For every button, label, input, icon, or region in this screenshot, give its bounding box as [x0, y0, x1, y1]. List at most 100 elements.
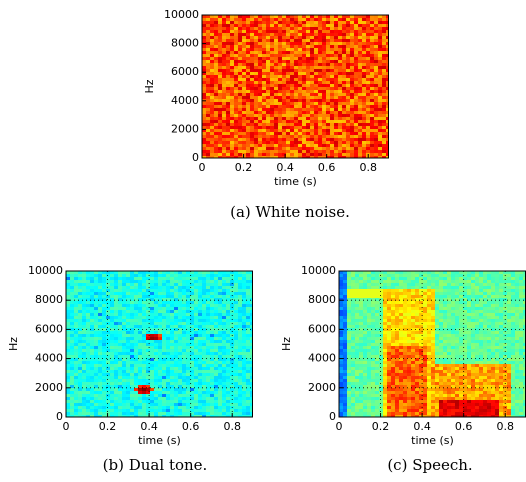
texture-cell: [214, 120, 218, 123]
texture-cell: [222, 30, 226, 33]
texture-cell: [214, 99, 218, 102]
texture-cell: [342, 96, 346, 99]
texture-cell: [134, 355, 138, 358]
texture-cell: [90, 343, 94, 346]
texture-cell: [242, 394, 246, 397]
texture-cell: [222, 27, 226, 30]
texture-cell: [186, 304, 190, 307]
texture-cell: [82, 337, 86, 340]
texture-cell: [250, 66, 254, 69]
texture-cell: [178, 394, 182, 397]
texture-cell: [218, 316, 222, 319]
texture-cell: [322, 51, 326, 54]
texture-cell: [326, 21, 330, 24]
x-axis-label: time (s): [138, 434, 181, 447]
texture-cell: [370, 114, 374, 117]
texture-cell: [130, 331, 134, 334]
texture-cell: [342, 99, 346, 102]
texture-cell: [154, 322, 158, 325]
texture-cell: [186, 403, 190, 406]
texture-cell: [126, 352, 130, 355]
texture-cell: [178, 274, 182, 277]
texture-cell: [362, 138, 366, 141]
texture-cell: [230, 141, 234, 144]
texture-cell: [194, 364, 198, 367]
texture-cell: [378, 36, 382, 39]
texture-cell: [206, 346, 210, 349]
texture-cell: [358, 90, 362, 93]
texture-cell: [266, 150, 270, 153]
texture-cell: [250, 42, 254, 45]
texture-cell: [242, 87, 246, 90]
texture-cell: [366, 39, 370, 42]
texture-cell: [106, 370, 110, 373]
texture-cell: [286, 21, 290, 24]
texture-cell: [342, 21, 346, 24]
texture-cell: [286, 45, 290, 48]
texture-cell: [118, 340, 122, 343]
texture-cell: [326, 24, 330, 27]
texture-cell: [354, 27, 358, 30]
texture-cell: [226, 75, 230, 78]
texture-cell: [98, 352, 102, 355]
texture-cell: [278, 27, 282, 30]
texture-cell: [346, 96, 350, 99]
texture-cell: [362, 66, 366, 69]
texture-cell: [382, 66, 386, 69]
texture-cell: [70, 376, 74, 379]
texture-cell: [230, 292, 234, 295]
texture-cell: [238, 72, 242, 75]
texture-cell: [114, 322, 118, 325]
texture-cell: [226, 391, 230, 394]
texture-cell: [122, 403, 126, 406]
texture-cell: [86, 316, 90, 319]
texture-cell: [122, 370, 126, 373]
texture-cell: [218, 346, 222, 349]
texture-cell: [98, 283, 102, 286]
texture-cell: [362, 42, 366, 45]
texture-cell: [290, 60, 294, 63]
texture-cell: [290, 27, 294, 30]
texture-cell: [198, 355, 202, 358]
texture-cell: [214, 57, 218, 60]
texture-cell: [226, 367, 230, 370]
texture-cell: [134, 412, 138, 415]
texture-cell: [298, 123, 302, 126]
texture-cell: [70, 346, 74, 349]
texture-cell: [86, 289, 90, 292]
texture-cell: [366, 81, 370, 84]
texture-cell: [362, 117, 366, 120]
texture-cell: [318, 108, 322, 111]
texture-cell: [86, 310, 90, 313]
texture-cell: [98, 322, 102, 325]
texture-cell: [294, 120, 298, 123]
texture-cell: [210, 400, 214, 403]
texture-cell: [258, 63, 262, 66]
texture-cell: [258, 126, 262, 129]
texture-cell: [106, 376, 110, 379]
texture-cell: [206, 105, 210, 108]
texture-cell: [90, 388, 94, 391]
texture-cell: [210, 349, 214, 352]
texture-cell: [178, 400, 182, 403]
texture-cell: [186, 349, 190, 352]
texture-cell: [74, 283, 78, 286]
texture-cell: [326, 138, 330, 141]
texture-cell: [134, 307, 138, 310]
texture-cell: [98, 373, 102, 376]
texture-cell: [262, 21, 266, 24]
texture-cell: [346, 93, 350, 96]
texture-cell: [82, 274, 86, 277]
texture-cell: [98, 337, 102, 340]
panel: 020004000600080001000000.20.40.60.8time …: [7, 264, 253, 474]
texture-cell: [130, 403, 134, 406]
texture-cell: [330, 51, 334, 54]
texture-cell: [170, 316, 174, 319]
texture-cell: [278, 126, 282, 129]
texture-cell: [70, 319, 74, 322]
texture-cell: [118, 367, 122, 370]
texture-cell: [234, 373, 238, 376]
texture-cell: [170, 394, 174, 397]
texture-cell: [130, 277, 134, 280]
texture-cell: [230, 54, 234, 57]
